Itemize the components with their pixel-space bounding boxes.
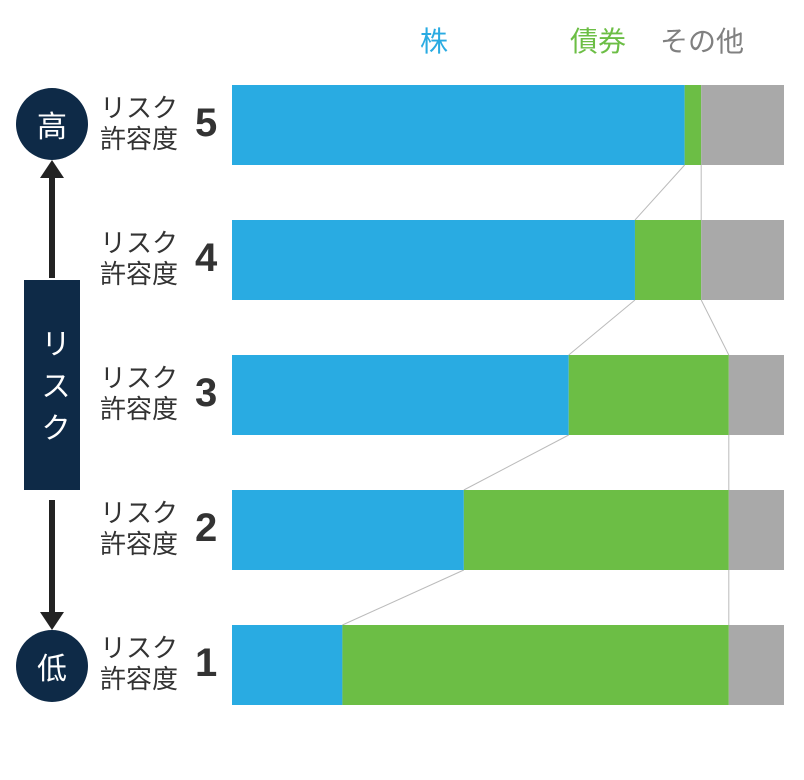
bar-other-level-2 (729, 490, 784, 570)
connector-line (342, 570, 463, 625)
row-label-level-5: リスク許容度 (100, 93, 178, 155)
bar-bonds-level-1 (342, 625, 728, 705)
badge-high-text: 高 (37, 102, 67, 146)
row-label-level-4: リスク許容度 (100, 228, 178, 290)
connector-line (701, 300, 729, 355)
row-number-level-4: 4 (195, 236, 217, 281)
risk-allocation-chart: 株 債券 その他 リスク許容度5リスク許容度4リスク許容度3リスク許容度2リスク… (0, 0, 804, 780)
bar-bonds-level-5 (685, 85, 702, 165)
bar-stocks-level-3 (232, 355, 569, 435)
badge-low: 低 (16, 630, 88, 702)
row-label-level-3: リスク許容度 (100, 363, 178, 425)
bar-other-level-3 (729, 355, 784, 435)
row-label-level-1: リスク許容度 (100, 633, 178, 695)
row-number-level-3: 3 (195, 371, 217, 416)
row-number-level-1: 1 (195, 641, 217, 686)
connector-line (569, 300, 635, 355)
bar-other-level-1 (729, 625, 784, 705)
bar-stocks-level-2 (232, 490, 464, 570)
badge-low-text: 低 (37, 644, 67, 688)
axis-arrows (36, 160, 68, 630)
bar-bonds-level-2 (464, 490, 729, 570)
bar-stocks-level-5 (232, 85, 685, 165)
badge-high: 高 (16, 88, 88, 160)
bar-bonds-level-4 (635, 220, 701, 300)
row-number-level-5: 5 (195, 101, 217, 146)
row-label-level-2: リスク許容度 (100, 498, 178, 560)
connector-line (635, 165, 685, 220)
connector-line (464, 435, 569, 490)
bar-stocks-level-4 (232, 220, 635, 300)
bar-other-level-5 (701, 85, 784, 165)
bar-other-level-4 (701, 220, 784, 300)
bar-bonds-level-3 (569, 355, 729, 435)
row-number-level-2: 2 (195, 506, 217, 551)
bar-stocks-level-1 (232, 625, 342, 705)
